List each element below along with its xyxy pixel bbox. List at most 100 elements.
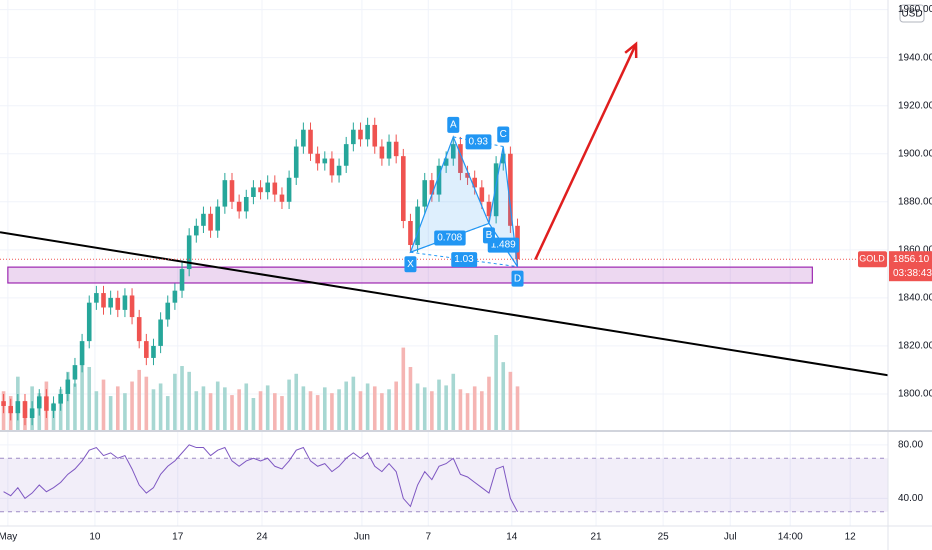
pattern-ratio-box <box>465 134 492 150</box>
pattern-point-box <box>511 270 524 287</box>
candle-body <box>151 345 156 358</box>
last-price-label: 1856.10 <box>893 254 930 265</box>
candle-body <box>386 141 392 159</box>
pattern-ratio: 0.708 <box>434 230 466 246</box>
candle-body <box>222 180 228 207</box>
pattern-ratio: 0.93 <box>465 134 492 150</box>
price-tag <box>889 251 932 282</box>
candle-body <box>44 396 49 411</box>
candle-body <box>443 158 449 166</box>
pattern-ratio-label: 0.93 <box>469 136 489 147</box>
pattern-ratio-box <box>434 230 466 246</box>
x-tick-label: 25 <box>658 532 670 543</box>
x-tick-label: Jul <box>724 532 737 543</box>
volume-bar <box>444 385 448 430</box>
volume-bar <box>294 373 299 430</box>
candle-body <box>408 221 413 246</box>
pattern-point-box <box>497 126 510 143</box>
candle-body <box>493 163 499 217</box>
countdown: 03:38:43 <box>893 268 932 279</box>
volume-bar <box>115 386 120 430</box>
candle-body <box>279 194 285 202</box>
price-pane <box>0 41 888 426</box>
candle-body <box>165 302 171 320</box>
candle-body <box>351 129 356 145</box>
volume-bar <box>494 335 498 430</box>
candle-body <box>22 401 28 418</box>
volume-bar <box>408 366 413 430</box>
pattern-ratio-label: 1.03 <box>454 254 474 265</box>
candle-body <box>343 144 349 166</box>
candle-body <box>272 182 278 195</box>
candle-body <box>229 180 235 202</box>
volume-bar <box>480 391 484 430</box>
candle-body <box>251 187 256 197</box>
x-tick-label: 12 <box>845 532 857 543</box>
volume-bar <box>465 393 470 430</box>
volume-bar <box>501 362 506 430</box>
candle-body <box>179 269 185 291</box>
volume-bar <box>158 383 163 430</box>
x-tick-label: Jun <box>354 532 370 543</box>
volume-bar <box>80 362 84 430</box>
volume-bar <box>208 393 213 430</box>
candle-body <box>308 129 313 154</box>
pattern-point: B <box>482 227 495 244</box>
candle-body <box>293 146 299 178</box>
candle-body <box>372 124 378 147</box>
volume-bar <box>322 387 327 430</box>
volume-bar <box>73 383 77 430</box>
candle-body <box>479 187 485 202</box>
candle-body <box>86 302 92 342</box>
candle-body <box>458 144 463 173</box>
volume-bar <box>108 396 113 430</box>
volume-bar <box>301 386 306 430</box>
pattern-point-label: D <box>514 273 521 284</box>
candle-body <box>450 144 456 159</box>
volume-bar <box>401 347 406 430</box>
volume-bar <box>437 379 441 430</box>
volume-bar <box>123 393 127 430</box>
volume-bar <box>237 389 241 430</box>
volume-bar <box>265 385 270 430</box>
y-tick-label: 1920.00 <box>898 100 932 111</box>
volume-bar <box>358 391 363 430</box>
arrow-head <box>624 41 638 58</box>
candle-body <box>108 297 113 308</box>
candle-body <box>336 165 342 176</box>
rsi-tick-label: 80.00 <box>898 439 923 450</box>
candle-body <box>201 213 206 226</box>
candle-body <box>115 297 121 310</box>
y-tick-label: 1860.00 <box>898 244 932 255</box>
candle-body <box>286 177 292 202</box>
candle-body <box>29 408 35 418</box>
pattern-point-label: A <box>450 120 457 131</box>
pattern-point: C <box>497 126 510 143</box>
pattern-point-label: B <box>486 230 493 241</box>
candle-body <box>258 187 263 193</box>
pattern-point-box <box>404 256 417 273</box>
volume-bar <box>330 393 334 430</box>
candle-body <box>94 293 99 303</box>
candle-body <box>486 201 492 217</box>
candle-body <box>322 158 328 164</box>
pattern-ratio-box <box>451 252 478 268</box>
candle-body <box>101 293 106 308</box>
pattern-point-label: C <box>500 129 507 140</box>
volume-bar <box>101 379 106 430</box>
x-tick-label: 17 <box>172 532 184 543</box>
volume-bar <box>451 373 456 430</box>
volume-layer <box>1 335 520 430</box>
x-tick-label: 14 <box>506 532 518 543</box>
candle-body <box>301 129 306 147</box>
pattern-ratio: 1.489 <box>487 237 520 253</box>
candle-body <box>194 225 199 236</box>
volume-bar <box>472 386 477 430</box>
y-tick-label: 1940.00 <box>898 52 932 63</box>
candle-body <box>158 319 163 346</box>
rsi-band <box>0 458 888 512</box>
symbol-label: GOLD <box>859 254 885 264</box>
volume-bar <box>173 373 177 430</box>
volume-bar <box>351 376 356 430</box>
volume-bar <box>415 383 420 430</box>
